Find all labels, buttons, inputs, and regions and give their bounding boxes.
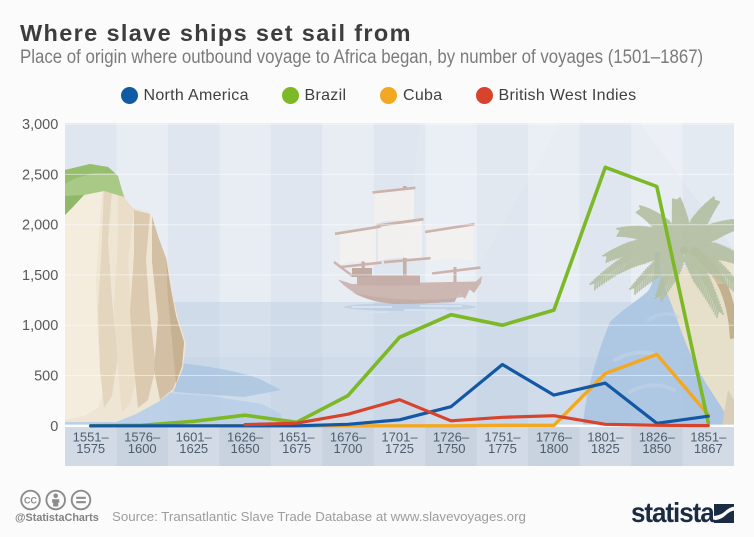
- svg-text:1601–: 1601–: [176, 429, 213, 444]
- svg-text:0: 0: [50, 419, 58, 435]
- svg-text:1867: 1867: [694, 441, 723, 456]
- svg-text:1750: 1750: [437, 441, 466, 456]
- svg-text:1600: 1600: [128, 441, 157, 456]
- svg-text:500: 500: [34, 369, 58, 385]
- svg-text:3,000: 3,000: [22, 117, 58, 133]
- svg-text:1551–: 1551–: [73, 429, 110, 444]
- svg-text:1801–: 1801–: [587, 429, 624, 444]
- svg-text:1625: 1625: [179, 441, 208, 456]
- svg-text:1751–: 1751–: [484, 429, 521, 444]
- svg-text:1775: 1775: [488, 441, 517, 456]
- svg-text:1626–: 1626–: [227, 429, 264, 444]
- svg-text:1700: 1700: [334, 441, 363, 456]
- svg-text:1850: 1850: [642, 441, 671, 456]
- svg-text:1,500: 1,500: [22, 268, 58, 284]
- svg-text:1576–: 1576–: [124, 429, 161, 444]
- svg-text:1676–: 1676–: [330, 429, 367, 444]
- svg-text:2,500: 2,500: [22, 167, 58, 183]
- svg-text:1826–: 1826–: [639, 429, 676, 444]
- svg-text:1650: 1650: [231, 441, 260, 456]
- svg-text:1800: 1800: [539, 441, 568, 456]
- svg-text:1725: 1725: [385, 441, 414, 456]
- svg-text:1726–: 1726–: [433, 429, 470, 444]
- svg-text:1701–: 1701–: [381, 429, 418, 444]
- svg-text:1776–: 1776–: [536, 429, 573, 444]
- svg-text:2,000: 2,000: [22, 218, 58, 234]
- svg-text:1,000: 1,000: [22, 318, 58, 334]
- svg-text:1651–: 1651–: [279, 429, 316, 444]
- svg-text:1825: 1825: [591, 441, 620, 456]
- svg-text:1675: 1675: [282, 441, 311, 456]
- svg-text:1851–: 1851–: [690, 429, 727, 444]
- svg-text:1575: 1575: [76, 441, 105, 456]
